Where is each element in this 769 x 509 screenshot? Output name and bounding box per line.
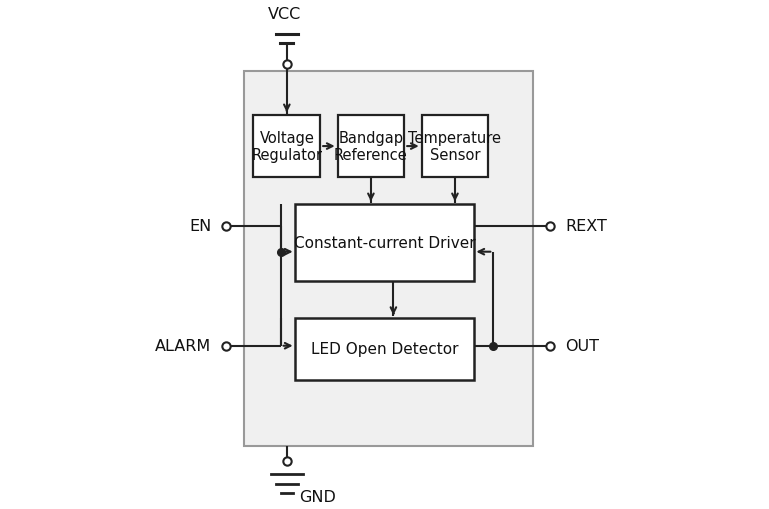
Bar	[338, 116, 404, 178]
Text: OUT: OUT	[565, 338, 599, 354]
Text: ALARM: ALARM	[155, 338, 211, 354]
Text: Temperature
Sensor: Temperature Sensor	[408, 131, 501, 163]
Bar	[254, 116, 320, 178]
Text: Bandgap
Reference: Bandgap Reference	[334, 131, 408, 163]
Text: Constant-current Driver: Constant-current Driver	[294, 236, 475, 250]
Text: GND: GND	[299, 489, 336, 504]
Text: Voltage
Regulator: Voltage Regulator	[251, 131, 322, 163]
Bar	[295, 205, 474, 281]
Text: VCC: VCC	[268, 7, 301, 22]
Text: EN: EN	[189, 219, 211, 234]
Text: REXT: REXT	[565, 219, 607, 234]
Text: LED Open Detector: LED Open Detector	[311, 342, 458, 357]
Bar	[421, 116, 488, 178]
Bar	[244, 72, 533, 446]
Bar	[295, 318, 474, 380]
